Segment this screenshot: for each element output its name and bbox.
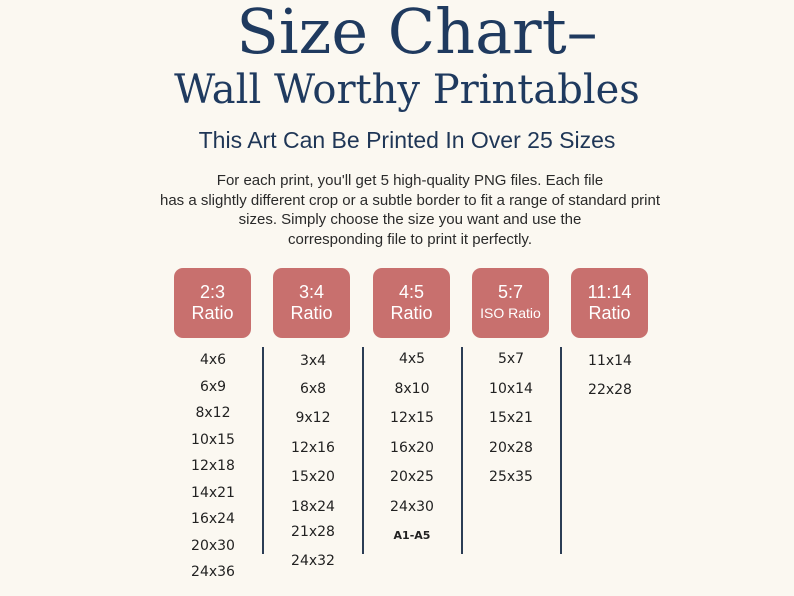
ratio-value: 4:5 — [398, 282, 425, 302]
ratio-value: 5:7 — [497, 282, 524, 302]
size-item: 15x20 — [291, 469, 335, 485]
size-item: 16x24 — [191, 511, 235, 527]
size-item: 8x10 — [394, 381, 430, 397]
ratio-badge-3-4: 3:4 Ratio — [273, 268, 350, 338]
size-item: 20x25 — [390, 469, 434, 485]
size-item: 21x28 — [291, 524, 335, 540]
column-divider — [262, 347, 264, 554]
size-item: 6x8 — [299, 381, 327, 397]
size-item: A1-A5 — [393, 529, 431, 542]
size-item: 12x16 — [291, 440, 335, 456]
description-line: sizes. Simply choose the size you want a… — [238, 211, 582, 228]
size-item: 10x14 — [489, 381, 533, 397]
size-item: 24x32 — [291, 553, 335, 569]
size-item: 16x20 — [390, 440, 434, 456]
size-item: 8x12 — [195, 405, 231, 421]
ratio-value: 3:4 — [298, 282, 325, 302]
ratio-label: Ratio — [390, 303, 433, 323]
column-divider — [560, 347, 562, 554]
size-item: 22x28 — [588, 382, 632, 398]
ratio-label: Ratio — [290, 303, 333, 323]
size-item: 4x6 — [199, 352, 227, 368]
size-item: 25x35 — [489, 469, 533, 485]
description-line: corresponding file to print it perfectly… — [287, 230, 532, 248]
size-item: 10x15 — [191, 432, 235, 448]
ratio-badge-2-3: 2:3 Ratio — [174, 268, 251, 338]
size-item: 9x12 — [295, 410, 331, 426]
ratio-value: 11:14 — [587, 282, 632, 302]
ratio-label: Ratio — [588, 303, 631, 323]
size-item: 3x4 — [299, 353, 327, 369]
size-item: 18x24 — [291, 499, 335, 515]
ratio-label: ISO Ratio — [480, 305, 541, 321]
ratio-badge-4-5: 4:5 Ratio — [373, 268, 450, 338]
size-item: 20x28 — [489, 440, 533, 456]
size-item: 6x9 — [199, 379, 227, 395]
size-item: 5x7 — [497, 351, 525, 367]
size-item: 24x36 — [191, 564, 235, 580]
tagline: This Art Can Be Printed In Over 25 Sizes — [198, 127, 616, 153]
description: For each print, you'll get 5 high-qualit… — [110, 171, 710, 249]
size-item: 12x18 — [191, 458, 235, 474]
page-subtitle: Wall Worthy Printables — [174, 67, 640, 113]
column-divider — [461, 347, 463, 554]
size-item: 20x30 — [191, 538, 235, 554]
size-item: 15x21 — [489, 410, 533, 426]
ratio-label: Ratio — [191, 303, 234, 323]
size-item: 4x5 — [398, 351, 426, 367]
description-line: has a slightly different crop or a subtl… — [159, 191, 660, 209]
size-item: 12x15 — [390, 410, 434, 426]
ratio-value: 2:3 — [199, 282, 226, 302]
ratio-badge-11-14: 11:14 Ratio — [571, 268, 648, 338]
ratio-badge-5-7: 5:7 ISO Ratio — [472, 268, 549, 338]
size-item: 24x30 — [390, 499, 434, 515]
page-title: Size Chart– — [236, 0, 598, 68]
column-divider — [362, 347, 364, 554]
size-item: 14x21 — [191, 485, 235, 501]
description-line: For each print, you'll get 5 high-qualit… — [216, 172, 604, 189]
size-item: 11x14 — [588, 353, 632, 369]
